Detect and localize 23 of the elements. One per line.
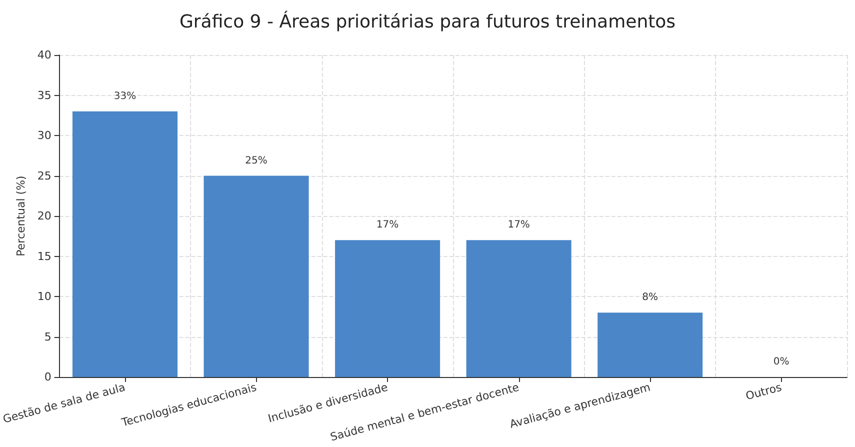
y-tick-label: 40: [37, 48, 52, 62]
data-label: 17%: [508, 220, 530, 231]
y-tick-label: 10: [37, 290, 52, 303]
y-tick-label: 0: [44, 370, 52, 384]
data-label: 25%: [245, 155, 268, 166]
bar: [335, 240, 440, 377]
data-label: 8%: [642, 292, 658, 304]
y-tick-label: 5: [44, 330, 52, 344]
bar: [466, 240, 572, 377]
chart-title: Gráfico 9 - Áreas prioritárias para futuros treinamentos: [179, 10, 676, 32]
y-tick-label: 25: [37, 169, 52, 182]
bar: [598, 312, 703, 377]
x-tick-label: Outros: [744, 380, 784, 403]
data-label: 0%: [773, 356, 790, 368]
y-axis-title: Percentual (%): [14, 176, 28, 256]
y-tick-label: 35: [37, 88, 52, 102]
bar: [72, 111, 178, 377]
y-tick-label: 15: [37, 250, 52, 263]
bar: [204, 176, 309, 377]
data-label: 17%: [376, 220, 399, 231]
y-tick-label: 30: [37, 129, 52, 142]
y-tick-label: 20: [37, 210, 52, 222]
data-label: 33%: [114, 90, 136, 102]
